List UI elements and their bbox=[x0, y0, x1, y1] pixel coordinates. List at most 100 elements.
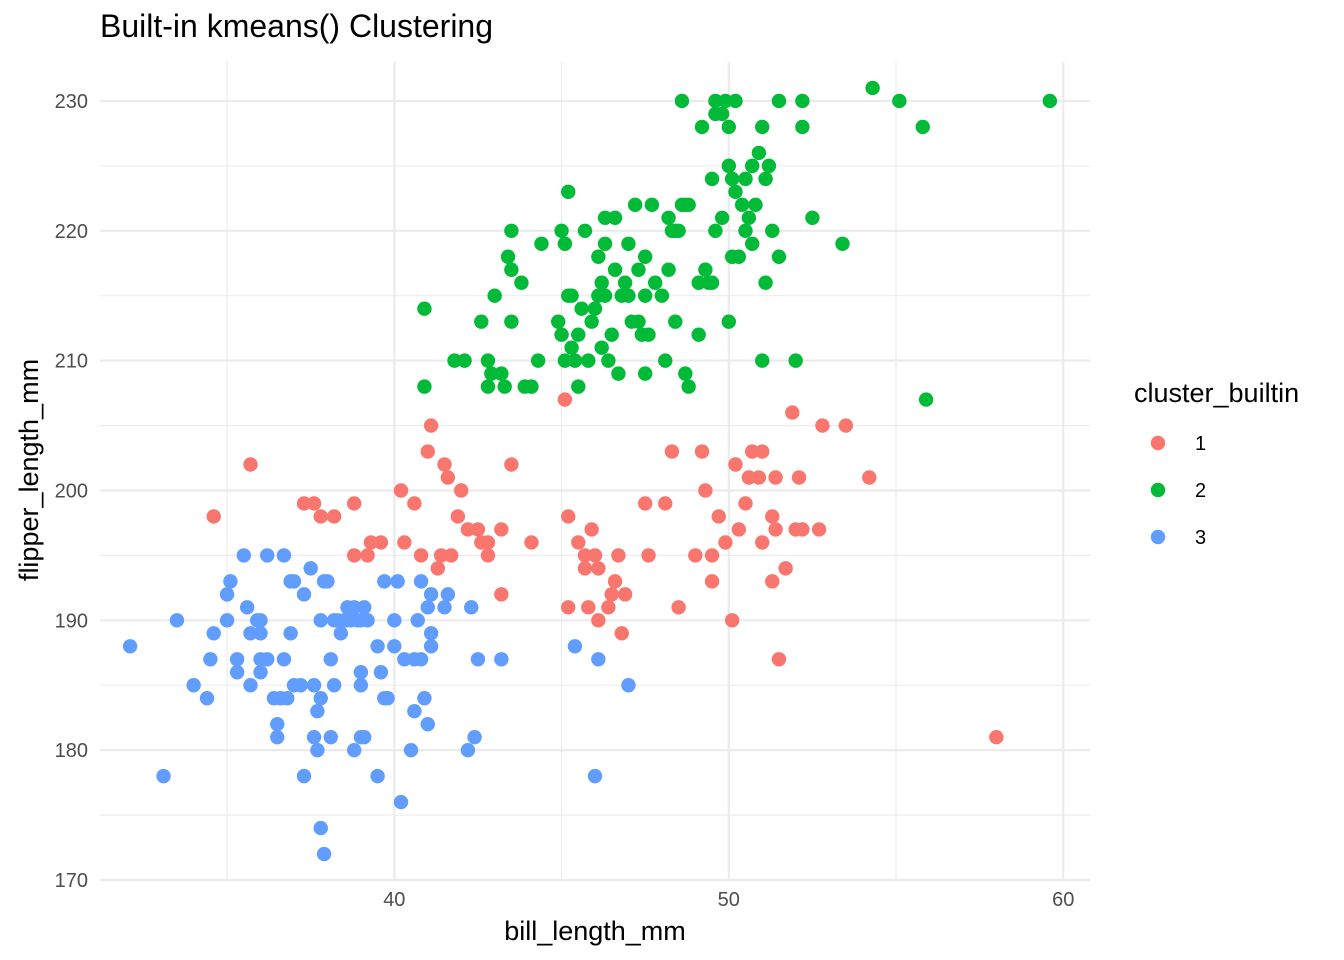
data-point bbox=[795, 93, 810, 109]
data-point bbox=[574, 301, 589, 316]
data-point bbox=[597, 236, 613, 251]
data-point bbox=[637, 496, 653, 511]
data-point bbox=[724, 171, 740, 187]
data-point bbox=[464, 600, 479, 615]
data-point bbox=[373, 535, 389, 550]
data-point bbox=[744, 158, 760, 174]
data-point bbox=[437, 600, 452, 615]
data-point bbox=[276, 548, 292, 563]
data-point bbox=[514, 275, 529, 290]
data-point bbox=[561, 600, 576, 615]
data-point bbox=[460, 742, 476, 758]
x-tick-label: 40 bbox=[383, 889, 405, 911]
data-point bbox=[333, 626, 349, 641]
data-point bbox=[410, 613, 425, 628]
data-point bbox=[694, 119, 710, 135]
data-point bbox=[420, 716, 435, 732]
data-point bbox=[708, 93, 723, 109]
data-point bbox=[443, 548, 459, 563]
data-point bbox=[778, 561, 793, 576]
data-point bbox=[581, 600, 596, 615]
data-point bbox=[758, 275, 773, 290]
data-point bbox=[614, 626, 629, 641]
legend-label: 3 bbox=[1195, 527, 1206, 549]
data-point bbox=[577, 561, 593, 576]
data-point bbox=[607, 574, 623, 589]
data-point bbox=[704, 548, 720, 563]
data-point bbox=[377, 574, 392, 589]
legend-title: cluster_builtin bbox=[1134, 378, 1299, 408]
data-point bbox=[504, 223, 519, 238]
data-point bbox=[306, 678, 322, 693]
data-point bbox=[470, 652, 486, 667]
data-point bbox=[393, 483, 409, 498]
data-point bbox=[648, 275, 663, 290]
data-point bbox=[591, 613, 606, 628]
data-point bbox=[557, 392, 573, 407]
data-point bbox=[243, 678, 258, 693]
data-point bbox=[621, 236, 636, 251]
data-point bbox=[661, 210, 676, 226]
data-point bbox=[658, 496, 673, 511]
data-point bbox=[346, 600, 362, 615]
data-point bbox=[433, 548, 449, 563]
data-point bbox=[815, 418, 830, 433]
data-point bbox=[654, 288, 670, 303]
data-point bbox=[270, 729, 285, 745]
data-point bbox=[353, 678, 369, 693]
data-point bbox=[678, 366, 693, 381]
data-point bbox=[423, 418, 439, 433]
data-point bbox=[587, 548, 603, 563]
data-point bbox=[480, 548, 496, 563]
data-point bbox=[423, 626, 439, 641]
data-point bbox=[771, 93, 787, 109]
data-point bbox=[417, 301, 432, 316]
data-point bbox=[704, 574, 720, 589]
data-point bbox=[417, 691, 432, 706]
legend: cluster_builtin 1 2 3 bbox=[1134, 378, 1299, 549]
data-point bbox=[584, 314, 599, 329]
chart-title: Built-in kmeans() Clustering bbox=[100, 8, 493, 44]
data-point bbox=[721, 158, 736, 174]
data-point bbox=[323, 729, 338, 745]
legend-key bbox=[1150, 435, 1166, 451]
y-axis-title: flipper_length_mm bbox=[14, 359, 44, 581]
data-point bbox=[755, 444, 770, 459]
data-point bbox=[357, 729, 372, 745]
data-point bbox=[564, 288, 579, 303]
y-tick-label: 220 bbox=[55, 221, 88, 243]
data-point bbox=[751, 470, 767, 485]
data-point bbox=[765, 223, 780, 238]
data-point bbox=[480, 379, 496, 394]
data-point bbox=[430, 561, 446, 576]
data-point bbox=[494, 587, 509, 602]
data-point bbox=[219, 613, 235, 628]
data-point bbox=[504, 262, 519, 277]
data-point bbox=[644, 197, 660, 213]
data-point bbox=[219, 587, 235, 602]
data-point bbox=[296, 587, 312, 602]
data-point bbox=[326, 678, 342, 693]
data-point bbox=[283, 626, 298, 641]
data-point bbox=[664, 444, 680, 459]
data-point bbox=[323, 652, 338, 667]
data-point bbox=[524, 379, 539, 394]
data-point bbox=[357, 600, 372, 615]
data-point bbox=[631, 262, 646, 277]
data-point bbox=[721, 314, 736, 329]
data-point bbox=[557, 236, 573, 251]
data-point bbox=[530, 353, 546, 368]
data-point bbox=[454, 483, 469, 498]
data-point bbox=[500, 249, 516, 264]
data-point bbox=[487, 288, 502, 303]
data-point bbox=[397, 535, 412, 550]
data-point bbox=[484, 366, 499, 381]
data-point bbox=[611, 366, 626, 381]
data-point bbox=[771, 652, 787, 667]
data-point bbox=[714, 106, 730, 122]
data-point bbox=[785, 405, 800, 420]
data-point bbox=[393, 794, 409, 810]
data-point bbox=[581, 353, 596, 368]
data-point bbox=[229, 652, 245, 667]
data-point bbox=[440, 470, 456, 485]
